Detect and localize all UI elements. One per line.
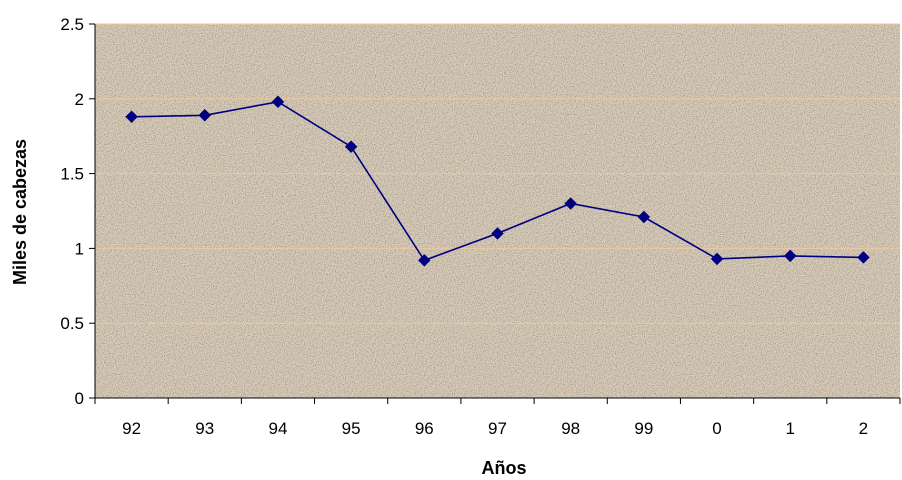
x-tick-label: 1 (785, 419, 794, 438)
y-axis-title: Miles de cabezas (10, 139, 30, 285)
y-tick-label: 0 (75, 389, 84, 408)
x-tick-label: 98 (561, 419, 580, 438)
gridlines (95, 23, 900, 324)
data-point-marker (491, 227, 504, 240)
y-tick-label: 2.5 (60, 15, 84, 34)
x-tick-label: 95 (342, 419, 361, 438)
data-point-marker (710, 252, 724, 266)
x-tick-label: 99 (634, 419, 653, 438)
x-tick-label: 94 (268, 419, 287, 438)
y-tick-label: 1 (75, 239, 84, 258)
data-point-marker (783, 249, 797, 263)
data-point-marker (125, 110, 138, 124)
data-point-marker (271, 95, 285, 109)
x-tick-label: 97 (488, 419, 507, 438)
tick-labels: 0 0.5 1 1.5 2 2.5 92 93 94 95 96 97 98 99 0 1 2 (60, 15, 868, 438)
x-tick-label: 96 (415, 419, 434, 438)
y-tick-label: 0.5 (60, 314, 84, 333)
x-axis-title: Años (482, 458, 527, 478)
x-tick-label: 92 (122, 419, 141, 438)
y-tick-label: 1.5 (60, 165, 84, 184)
data-point-marker (417, 254, 431, 267)
x-tick-label: 2 (859, 419, 868, 438)
data-point-marker (637, 210, 651, 224)
data-point-marker (344, 140, 358, 154)
x-tick-label: 93 (195, 419, 214, 438)
plot-texture (95, 24, 900, 398)
data-point-marker (857, 251, 870, 264)
x-tick-label: 0 (712, 419, 721, 438)
data-point-marker (564, 197, 578, 210)
series-group (125, 95, 870, 267)
data-point-marker (198, 108, 212, 122)
plot-area (95, 24, 900, 398)
y-tick-label: 2 (75, 90, 84, 109)
axes (89, 23, 901, 404)
